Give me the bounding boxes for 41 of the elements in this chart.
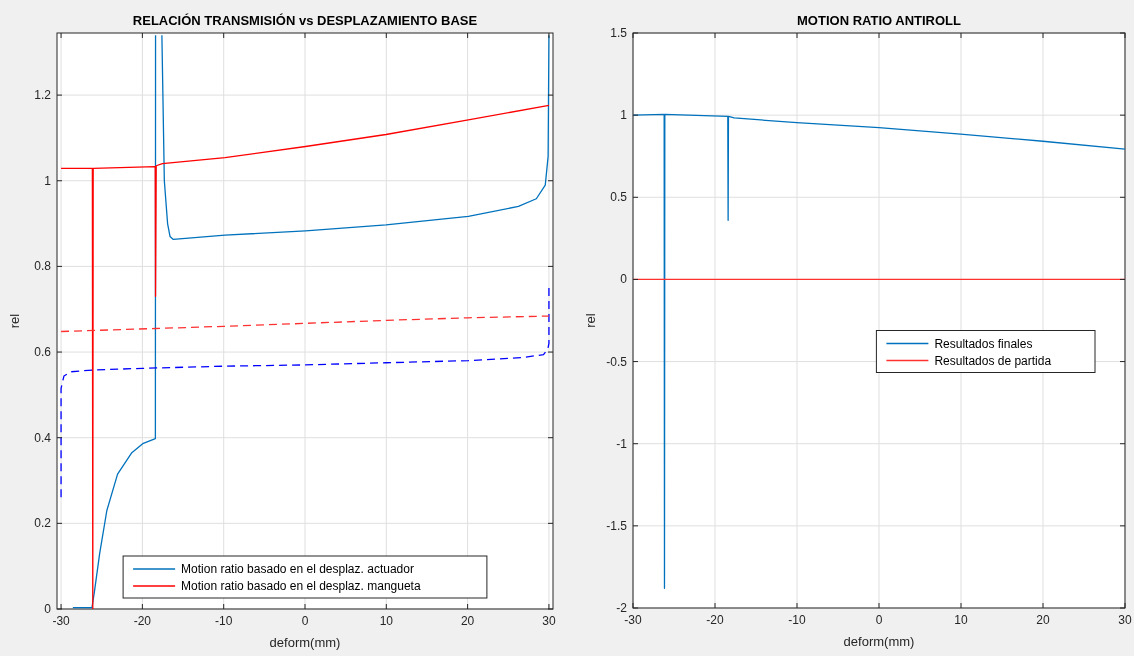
y-tick-label: 0.4	[34, 430, 52, 445]
chart-title: MOTION RATIO ANTIROLL	[797, 13, 962, 28]
x-tick-label: -10	[788, 613, 806, 627]
chart-title: RELACIÓN TRANSMISIÓN vs DESPLAZAMIENTO BASE	[132, 13, 478, 28]
legend-label: Resultados de partida	[934, 353, 1052, 368]
x-tick-label: -10	[215, 614, 233, 628]
x-tick-label: -20	[706, 613, 724, 627]
line-series	[60, 315, 550, 333]
y-tick-label: 1.2	[34, 88, 52, 103]
x-tick-label: -30	[624, 613, 642, 627]
x-tick-label: -20	[133, 614, 152, 628]
y-tick-label: -0.5	[606, 354, 628, 369]
y-tick-label: -1.5	[606, 518, 628, 533]
legend-label: Motion ratio basado en el desplaz. actuador	[181, 562, 414, 576]
y-tick-label: 0	[620, 272, 628, 287]
x-tick-label: -30	[52, 614, 71, 628]
y-tick-label: 0.2	[34, 516, 52, 531]
x-tick-label: 20	[1036, 613, 1050, 627]
y-tick-label: 0.8	[34, 259, 52, 274]
y-tick-label: -2	[616, 601, 628, 615]
x-tick-label: 10	[954, 613, 968, 627]
y-axis-title: rel	[583, 313, 598, 328]
x-tick-label: 30	[1118, 613, 1132, 627]
x-tick-label: 20	[460, 614, 475, 628]
y-tick-label: 0.5	[610, 190, 628, 205]
y-axis-title: rel	[7, 313, 22, 329]
y-tick-label: 0	[44, 602, 52, 616]
y-tick-label: -1	[616, 436, 628, 451]
y-tick-label: 0.6	[34, 345, 52, 360]
x-tick-label: 0	[875, 613, 883, 627]
y-tick-label: 1	[620, 108, 628, 123]
legend-label: Resultados finales	[934, 336, 1033, 351]
x-tick-label: 30	[542, 614, 556, 628]
x-axis-title: deform(mm)	[843, 634, 915, 649]
y-tick-label: 1	[44, 173, 52, 188]
line-series	[60, 287, 550, 498]
x-axis-title: deform(mm)	[269, 635, 341, 650]
y-tick-label: 1.5	[610, 26, 628, 40]
x-tick-label: 10	[379, 614, 394, 628]
legend-label: Motion ratio basado en el desplaz. mangueta	[181, 579, 421, 593]
x-tick-label: 0	[301, 614, 309, 628]
